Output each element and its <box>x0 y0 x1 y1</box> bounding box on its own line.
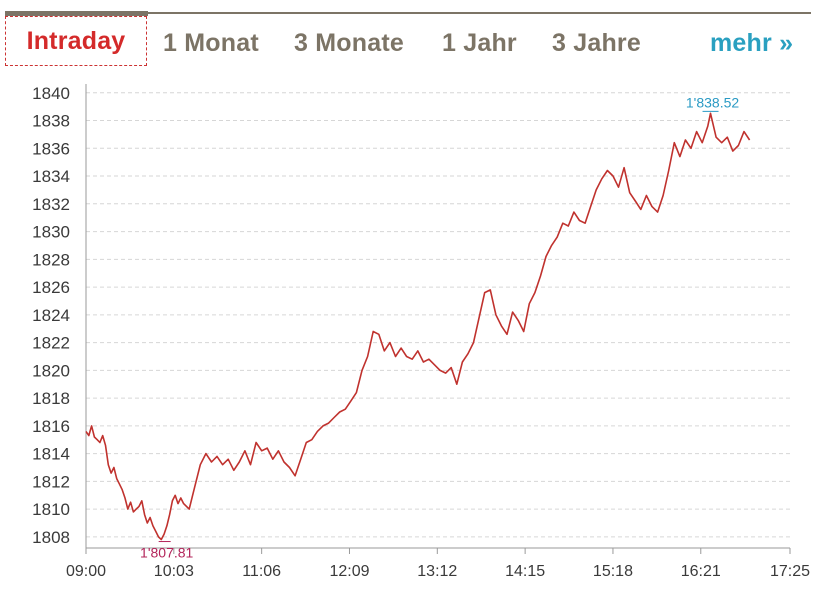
y-tick-label: 1826 <box>32 278 70 297</box>
more-link[interactable]: mehr » <box>710 29 794 57</box>
y-axis: 1808 1810 1812 1814 1816 1818 1820 1822 1824 1826… <box>32 84 70 547</box>
y-tick-label: 1838 <box>32 112 70 131</box>
annotations: 1'807.81 1'838.52 <box>140 94 739 560</box>
active-tab-accent <box>5 11 148 16</box>
tab-3-jahre[interactable]: 3 Jahre <box>552 29 641 57</box>
max-label: 1'838.52 <box>686 94 739 110</box>
tab-3-monate[interactable]: 3 Monate <box>294 29 404 57</box>
grid-lines <box>86 92 790 538</box>
x-tick-label: 12:09 <box>329 563 369 580</box>
tab-intraday[interactable]: Intraday <box>5 16 147 66</box>
x-tick-label: 14:15 <box>505 563 545 580</box>
y-tick-label: 1834 <box>32 167 70 186</box>
period-tabs: Intraday 1 Monat 3 Monate 1 Jahr 3 Jahre… <box>5 16 811 70</box>
y-tick-label: 1824 <box>32 306 70 325</box>
x-tick-label: 17:25 <box>770 563 810 580</box>
price-line <box>85 112 751 541</box>
y-tick-label: 1814 <box>32 445 70 464</box>
min-label: 1'807.81 <box>140 545 193 561</box>
y-tick-label: 1840 <box>32 84 70 103</box>
y-tick-label: 1832 <box>32 195 70 214</box>
x-tick-label: 10:03 <box>154 563 194 580</box>
y-tick-label: 1836 <box>32 139 70 158</box>
y-tick-label: 1830 <box>32 223 70 242</box>
y-tick-label: 1818 <box>32 389 70 408</box>
price-chart: 1808 1810 1812 1814 1816 1818 1820 1822 1824 1826… <box>32 84 810 580</box>
x-tick-label: 09:00 <box>66 563 106 580</box>
top-rule <box>5 12 811 14</box>
x-tick-label: 16:21 <box>681 563 721 580</box>
y-tick-label: 1820 <box>32 361 70 380</box>
x-tick-label: 15:18 <box>593 563 633 580</box>
y-tick-label: 1822 <box>32 334 70 353</box>
x-tick-label: 11:06 <box>242 563 281 580</box>
y-tick-label: 1808 <box>32 528 70 547</box>
x-tick-label: 13:12 <box>417 563 457 580</box>
y-tick-label: 1816 <box>32 417 70 436</box>
x-axis: 09:00 10:03 11:06 12:09 13:12 14:15 15:18 16:21… <box>66 548 810 580</box>
y-tick-label: 1810 <box>32 500 70 519</box>
tab-1-monat[interactable]: 1 Monat <box>163 29 259 57</box>
y-tick-label: 1812 <box>32 472 70 491</box>
tab-1-jahr[interactable]: 1 Jahr <box>442 29 517 57</box>
y-tick-label: 1828 <box>32 250 70 269</box>
